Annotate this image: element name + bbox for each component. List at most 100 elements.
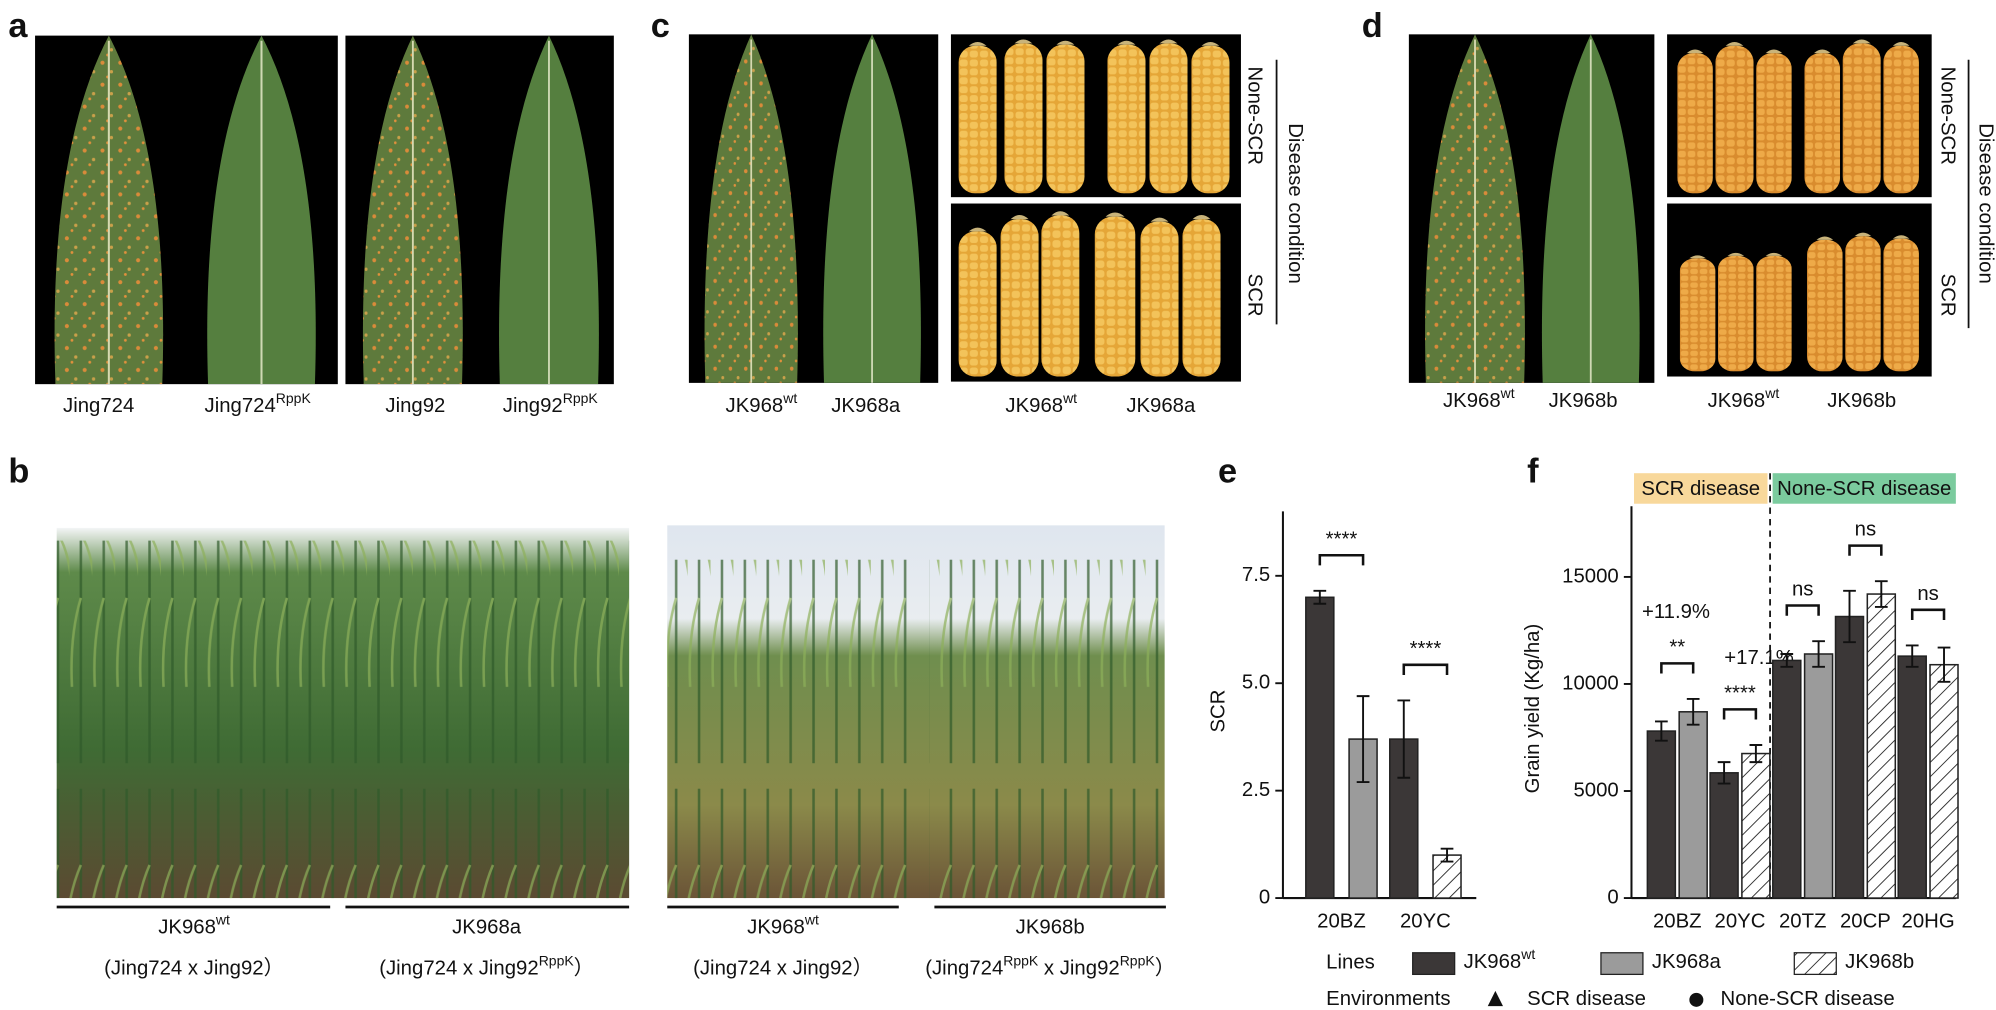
significance-bracket	[1785, 604, 1820, 616]
legend-swatch	[1600, 952, 1644, 976]
significance-bracket	[1722, 708, 1758, 720]
ear	[1182, 215, 1221, 377]
text-run: JK968a	[1126, 395, 1196, 417]
ear	[1149, 39, 1188, 194]
ear	[1000, 215, 1039, 377]
ear	[1094, 212, 1136, 377]
condition-label: SCR	[1937, 274, 1959, 317]
bar	[1897, 655, 1927, 899]
legend-marker	[1689, 992, 1704, 1007]
significance-bracket	[1402, 663, 1449, 675]
significance-label: ns	[1792, 579, 1814, 601]
ear	[1756, 252, 1792, 372]
panel-label: c	[651, 7, 670, 45]
significance-bracket	[1660, 662, 1695, 674]
bar	[1305, 596, 1335, 899]
error-bar	[1905, 644, 1919, 668]
bar	[1772, 659, 1802, 899]
caption: JK968wt	[1443, 385, 1515, 413]
caption: JK968wt	[1005, 390, 1077, 418]
x-tick-label: 20YC	[1400, 911, 1451, 933]
legend-label: JK968b	[1845, 951, 1914, 973]
text-run: ）	[574, 957, 594, 980]
significance-label: ****	[1724, 682, 1756, 704]
superscript: RppK	[276, 390, 312, 406]
superscript: wt	[1520, 946, 1535, 962]
error-bar	[1655, 720, 1668, 742]
text-run: Jing92	[385, 395, 445, 417]
error-bar	[1686, 698, 1700, 726]
text-run: JK968b	[1549, 390, 1618, 412]
text-run: JK968	[1005, 395, 1063, 417]
significance-bracket	[1318, 553, 1365, 566]
text-run: (Jing724 x Jing92）	[104, 957, 284, 980]
x-tick-label: 20BZ	[1653, 911, 1702, 933]
error-bar	[1440, 847, 1454, 863]
caption: JK968b	[1016, 917, 1085, 939]
photo-leaves-a	[35, 35, 614, 385]
superscript: wt	[1062, 390, 1077, 406]
group-label: None-SCR disease	[1777, 478, 1951, 500]
panel-label: b	[8, 452, 29, 490]
caption: JK968wt	[1708, 385, 1780, 413]
text-run: JK968b	[1827, 390, 1896, 412]
legend-title: Environments	[1326, 988, 1450, 1010]
legend-label: SCR disease	[1527, 988, 1646, 1010]
legend-title: Lines	[1326, 951, 1375, 973]
caption: Jing724RppK	[205, 390, 312, 418]
ear	[1883, 235, 1919, 372]
text-run: Jing724	[205, 395, 276, 417]
text-run: (Jing724 x Jing92）	[693, 957, 873, 980]
superscript: RppK	[1120, 952, 1156, 968]
ear	[1046, 40, 1085, 194]
significance-label: ****	[1410, 638, 1442, 660]
caption: (Jing724 x Jing92）	[104, 957, 284, 980]
ear	[1191, 41, 1230, 194]
x-tick-label: 20HG	[1902, 911, 1955, 933]
ear	[1140, 217, 1179, 377]
text-run: JK968a	[831, 395, 901, 417]
error-bar	[1780, 653, 1794, 668]
ear	[1845, 232, 1881, 372]
caption: JK968wt	[726, 390, 798, 418]
photo-c	[688, 34, 1278, 383]
legend-swatch	[1412, 952, 1456, 976]
ear	[958, 41, 997, 194]
error-bar	[1717, 761, 1731, 785]
superscript: wt	[215, 911, 230, 927]
y-tick-label: 10000	[1562, 672, 1619, 694]
panel-label: d	[1362, 7, 1383, 45]
bar	[1866, 593, 1897, 899]
ear	[1756, 49, 1792, 194]
error-bar	[1812, 640, 1825, 668]
y-axis-label: SCR	[1208, 690, 1230, 733]
legend-swatch	[1793, 952, 1837, 976]
text-run: x Jing92	[1038, 958, 1119, 980]
text-run: Jing724	[63, 395, 134, 417]
text-run: (Jing724 x Jing92	[379, 958, 538, 980]
caption: JK968b	[1827, 390, 1896, 412]
legend-label: None-SCR disease	[1721, 988, 1895, 1010]
significance-label: ns	[1917, 583, 1939, 605]
ear	[1842, 39, 1881, 194]
caption: (Jing724 x Jing92RppK）	[379, 952, 594, 980]
caption: JK968wt	[158, 911, 230, 939]
superscript: RppK	[1003, 952, 1039, 968]
ear	[1807, 236, 1843, 372]
significance-bracket	[1910, 608, 1946, 620]
superscript: wt	[1764, 385, 1779, 401]
x-tick-label: 20BZ	[1317, 911, 1366, 933]
ear	[1107, 40, 1146, 194]
text-run: JK968	[1443, 390, 1501, 412]
group-label: SCR disease	[1641, 478, 1760, 500]
ear	[958, 227, 997, 377]
photo-d	[1408, 34, 1970, 383]
significance-label: **	[1669, 636, 1685, 658]
y-tick-label: 5000	[1573, 779, 1618, 801]
ear	[1004, 39, 1043, 194]
text-run: Jing92	[503, 395, 563, 417]
group-header	[1634, 473, 1768, 504]
error-bar	[1749, 744, 1763, 764]
caption: JK968a	[452, 917, 522, 939]
